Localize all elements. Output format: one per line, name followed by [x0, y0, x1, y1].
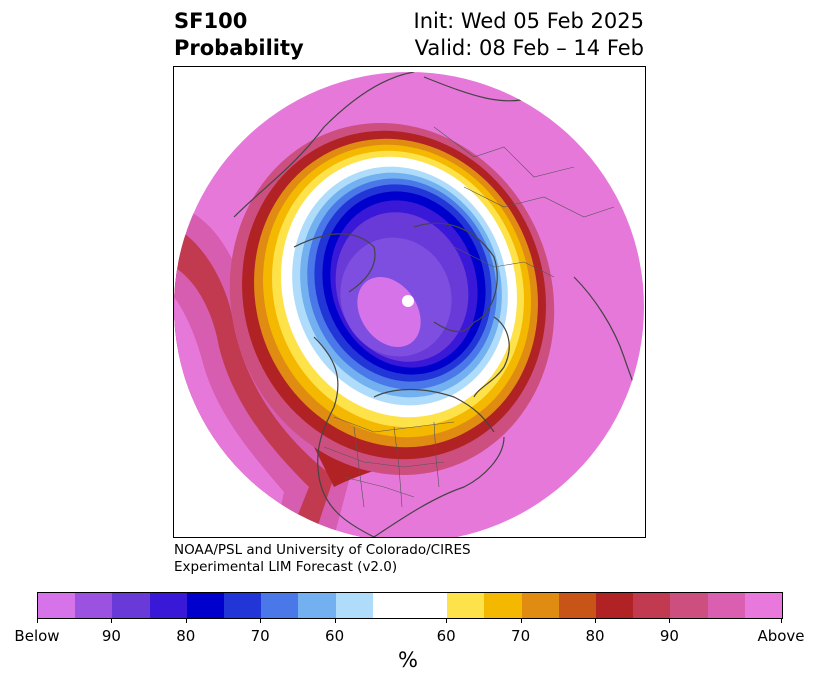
colorbar-tick-label: 90 — [659, 627, 679, 645]
colorbar-segment — [596, 593, 634, 618]
colorbar-tick-label: 70 — [250, 627, 270, 645]
colorbar-segment — [670, 593, 708, 618]
colorbar — [37, 592, 783, 619]
colorbar-tick-label: Below — [14, 627, 60, 645]
borders — [323, 126, 615, 508]
title-line-1: SF100 — [174, 9, 248, 33]
colorbar-tick-label: 80 — [585, 627, 605, 645]
colorbar-segment — [335, 593, 373, 618]
colorbar-tick-label: 90 — [101, 627, 121, 645]
colorbar-tick — [781, 618, 782, 623]
colorbar-segment — [707, 593, 745, 618]
colorbar-segment — [298, 593, 336, 618]
colorbar-tick — [185, 618, 187, 623]
colorbar-tick-label: 60 — [325, 627, 345, 645]
init-date: Init: Wed 05 Feb 2025 — [413, 9, 644, 33]
colorbar-unit-label: % — [398, 648, 418, 672]
valid-range: Valid: 08 Feb – 14 Feb — [414, 36, 644, 60]
map-panel — [173, 66, 646, 538]
forecast-dates: Init: Wed 05 Feb 2025 Valid: 08 Feb – 14… — [414, 8, 644, 62]
colorbar-segment — [521, 593, 559, 618]
colorbar-tick-label: Above — [757, 627, 805, 645]
colorbar-tick — [595, 618, 596, 623]
colorbar-segment — [744, 593, 783, 618]
colorbar-segment — [633, 593, 671, 618]
colorbar-segment — [38, 593, 76, 618]
core-below — [357, 276, 421, 348]
chart-title: SF100 Probability — [174, 8, 304, 62]
colorbar-tick — [260, 618, 262, 623]
colorbar-segment — [224, 593, 262, 618]
colorbar-segment — [558, 593, 597, 618]
colorbar-tick — [111, 618, 113, 623]
colorbar-segment — [372, 593, 448, 618]
colorbar-segment — [484, 593, 522, 618]
colorbar-tick-label: 60 — [436, 627, 456, 645]
polar-map — [174, 72, 644, 537]
colorbar-segment — [75, 593, 113, 618]
colorbar-tick — [446, 618, 448, 623]
colorbar-tick — [520, 618, 522, 623]
colorbar-segment — [261, 593, 299, 618]
colorbar-tick-labels: Below 90 80 70 60 60 70 80 90 Above — [0, 627, 819, 647]
credit-line-2: Experimental LIM Forecast (v2.0) — [174, 559, 398, 575]
title-line-2: Probability — [174, 36, 304, 60]
colorbar-tick-label: 80 — [176, 627, 196, 645]
colorbar-tick — [669, 618, 671, 623]
credit-line-1: NOAA/PSL and University of Colorado/CIRE… — [174, 542, 471, 558]
pole-marker — [402, 295, 414, 307]
colorbar-segment — [186, 593, 225, 618]
colorbar-tick-label: 70 — [511, 627, 531, 645]
colorbar-segment — [149, 593, 187, 618]
colorbar-segment — [112, 593, 150, 618]
colorbar-tick — [334, 618, 336, 623]
credit-text: NOAA/PSL and University of Colorado/CIRE… — [174, 542, 471, 576]
colorbar-tick — [37, 618, 38, 623]
colorbar-segment — [447, 593, 485, 618]
